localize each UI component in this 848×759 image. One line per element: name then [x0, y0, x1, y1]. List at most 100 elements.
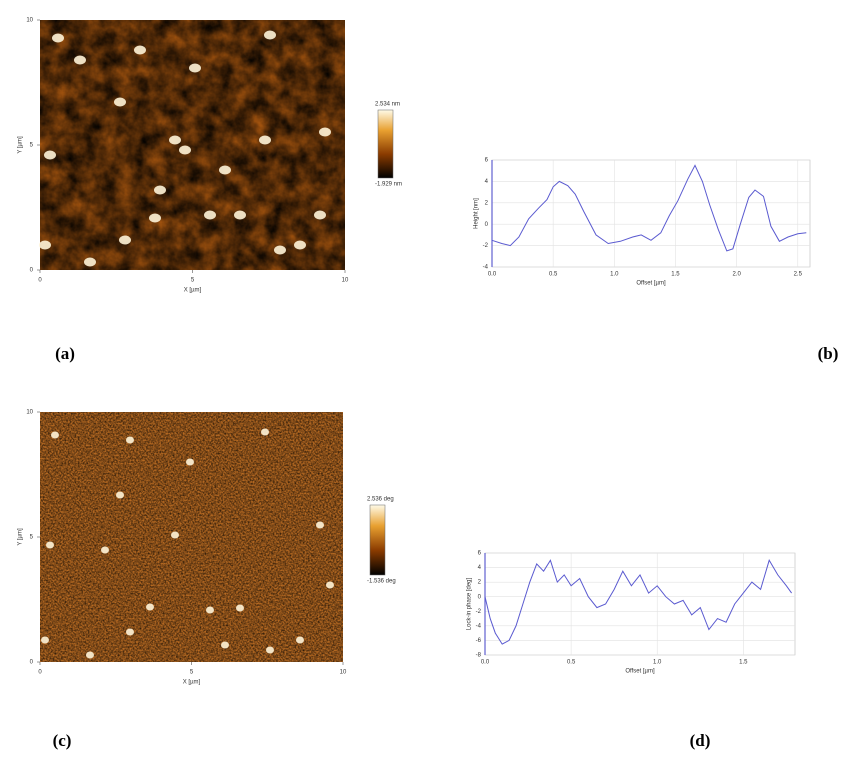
- y-tick-label: -4: [476, 623, 482, 629]
- afm-feature: [52, 33, 64, 43]
- afm-feature: [126, 628, 134, 636]
- afm-feature: [114, 97, 126, 107]
- afm-feature: [179, 145, 191, 155]
- afm-feature: [326, 581, 334, 589]
- y-tick-label: 4: [485, 179, 489, 185]
- y-tick-label: 6: [485, 158, 489, 164]
- afm-feature: [296, 636, 304, 644]
- colorbar-label: 2.536 deg: [367, 497, 394, 503]
- y-tick-label: 5: [30, 535, 34, 541]
- x-tick-label: 0.5: [549, 272, 558, 278]
- x-axis-label: X [µm]: [183, 680, 201, 686]
- afm-feature: [319, 127, 331, 137]
- plot-area: [491, 159, 811, 268]
- y-tick-label: 6: [478, 551, 482, 557]
- y-tick-label: -6: [476, 638, 482, 644]
- x-axis-label: Offset [µm]: [636, 281, 666, 287]
- x-tick-label: 1.0: [653, 660, 662, 666]
- plot-area: [484, 552, 796, 656]
- y-tick-label: 10: [26, 410, 33, 416]
- colorbar: [377, 109, 394, 179]
- afm-feature: [186, 458, 194, 466]
- colorbar-label: 2.534 nm: [375, 102, 400, 108]
- afm-feature: [149, 213, 161, 223]
- x-tick-label: 5: [191, 278, 195, 284]
- colorbar-label: -1.929 nm: [375, 182, 402, 188]
- afm-feature: [86, 651, 94, 659]
- x-axis-label: Offset [µm]: [625, 669, 655, 675]
- x-tick-label: 5: [190, 670, 194, 676]
- x-tick-label: 0.0: [481, 660, 490, 666]
- afm-feature: [126, 436, 134, 444]
- afm-feature: [51, 431, 59, 439]
- afm-feature: [234, 210, 246, 220]
- profile-line: [491, 164, 807, 252]
- panel-label: (b): [818, 344, 839, 363]
- afm-feature: [169, 135, 181, 145]
- colorbar-label: -1.536 deg: [367, 579, 396, 585]
- afm-feature: [171, 531, 179, 539]
- panel-label: (a): [55, 344, 75, 363]
- afm-feature: [261, 428, 269, 436]
- afm-image-texture: [40, 20, 345, 270]
- afm-feature: [116, 491, 124, 499]
- y-axis-label: Height [nm]: [474, 198, 480, 229]
- afm-feature: [316, 521, 324, 529]
- x-tick-label: 10: [342, 278, 349, 284]
- x-tick-label: 0: [38, 278, 42, 284]
- panel-label: (d): [690, 731, 711, 750]
- colorbar: [369, 504, 386, 576]
- x-tick-label: 0.5: [567, 660, 576, 666]
- y-axis-label: Y [µm]: [18, 136, 24, 154]
- x-tick-label: 2.5: [794, 272, 803, 278]
- y-tick-label: 2: [485, 200, 489, 206]
- x-tick-label: 10: [340, 670, 347, 676]
- y-tick-label: -8: [476, 653, 482, 659]
- afm-feature: [74, 55, 86, 65]
- x-tick-label: 1.5: [671, 272, 680, 278]
- y-tick-label: -2: [483, 243, 489, 249]
- x-tick-label: 1.5: [739, 660, 748, 666]
- y-tick-label: 0: [30, 660, 34, 666]
- y-axis-label: Y [µm]: [18, 528, 24, 546]
- y-tick-label: 4: [478, 565, 482, 571]
- y-tick-label: 0: [478, 594, 482, 600]
- afm-feature: [274, 245, 286, 255]
- x-tick-label: 2.0: [732, 272, 741, 278]
- afm-feature: [219, 165, 231, 175]
- afm-feature: [221, 641, 229, 649]
- afm-feature: [134, 45, 146, 55]
- afm-feature: [101, 546, 109, 554]
- afm-feature: [146, 603, 154, 611]
- afm-feature: [266, 646, 274, 654]
- y-tick-label: 0: [485, 222, 489, 228]
- x-axis-label: X [µm]: [184, 288, 202, 294]
- afm-feature: [46, 541, 54, 549]
- x-tick-label: 1.0: [610, 272, 619, 278]
- y-tick-label: -2: [476, 609, 482, 615]
- afm-feature: [236, 604, 244, 612]
- afm-feature: [264, 30, 276, 40]
- afm-feature: [41, 636, 49, 644]
- afm-feature: [84, 257, 96, 267]
- afm-feature: [39, 240, 51, 250]
- y-axis-label: Lock-in phase [deg]: [467, 577, 473, 630]
- afm-feature: [206, 606, 214, 614]
- afm-feature: [189, 63, 201, 73]
- panel-label: (c): [53, 731, 72, 750]
- afm-feature: [294, 240, 306, 250]
- afm-feature: [314, 210, 326, 220]
- afm-feature: [119, 235, 131, 245]
- x-tick-label: 0: [38, 670, 42, 676]
- afm-feature: [204, 210, 216, 220]
- y-tick-label: -4: [483, 265, 489, 271]
- y-tick-label: 10: [26, 18, 33, 24]
- afm-feature: [154, 185, 166, 195]
- y-tick-label: 2: [478, 580, 482, 586]
- afm-feature: [44, 150, 56, 160]
- y-tick-label: 0: [30, 268, 34, 274]
- y-tick-label: 5: [30, 143, 34, 149]
- x-tick-label: 0.0: [488, 272, 497, 278]
- afm-image-texture: [40, 412, 343, 662]
